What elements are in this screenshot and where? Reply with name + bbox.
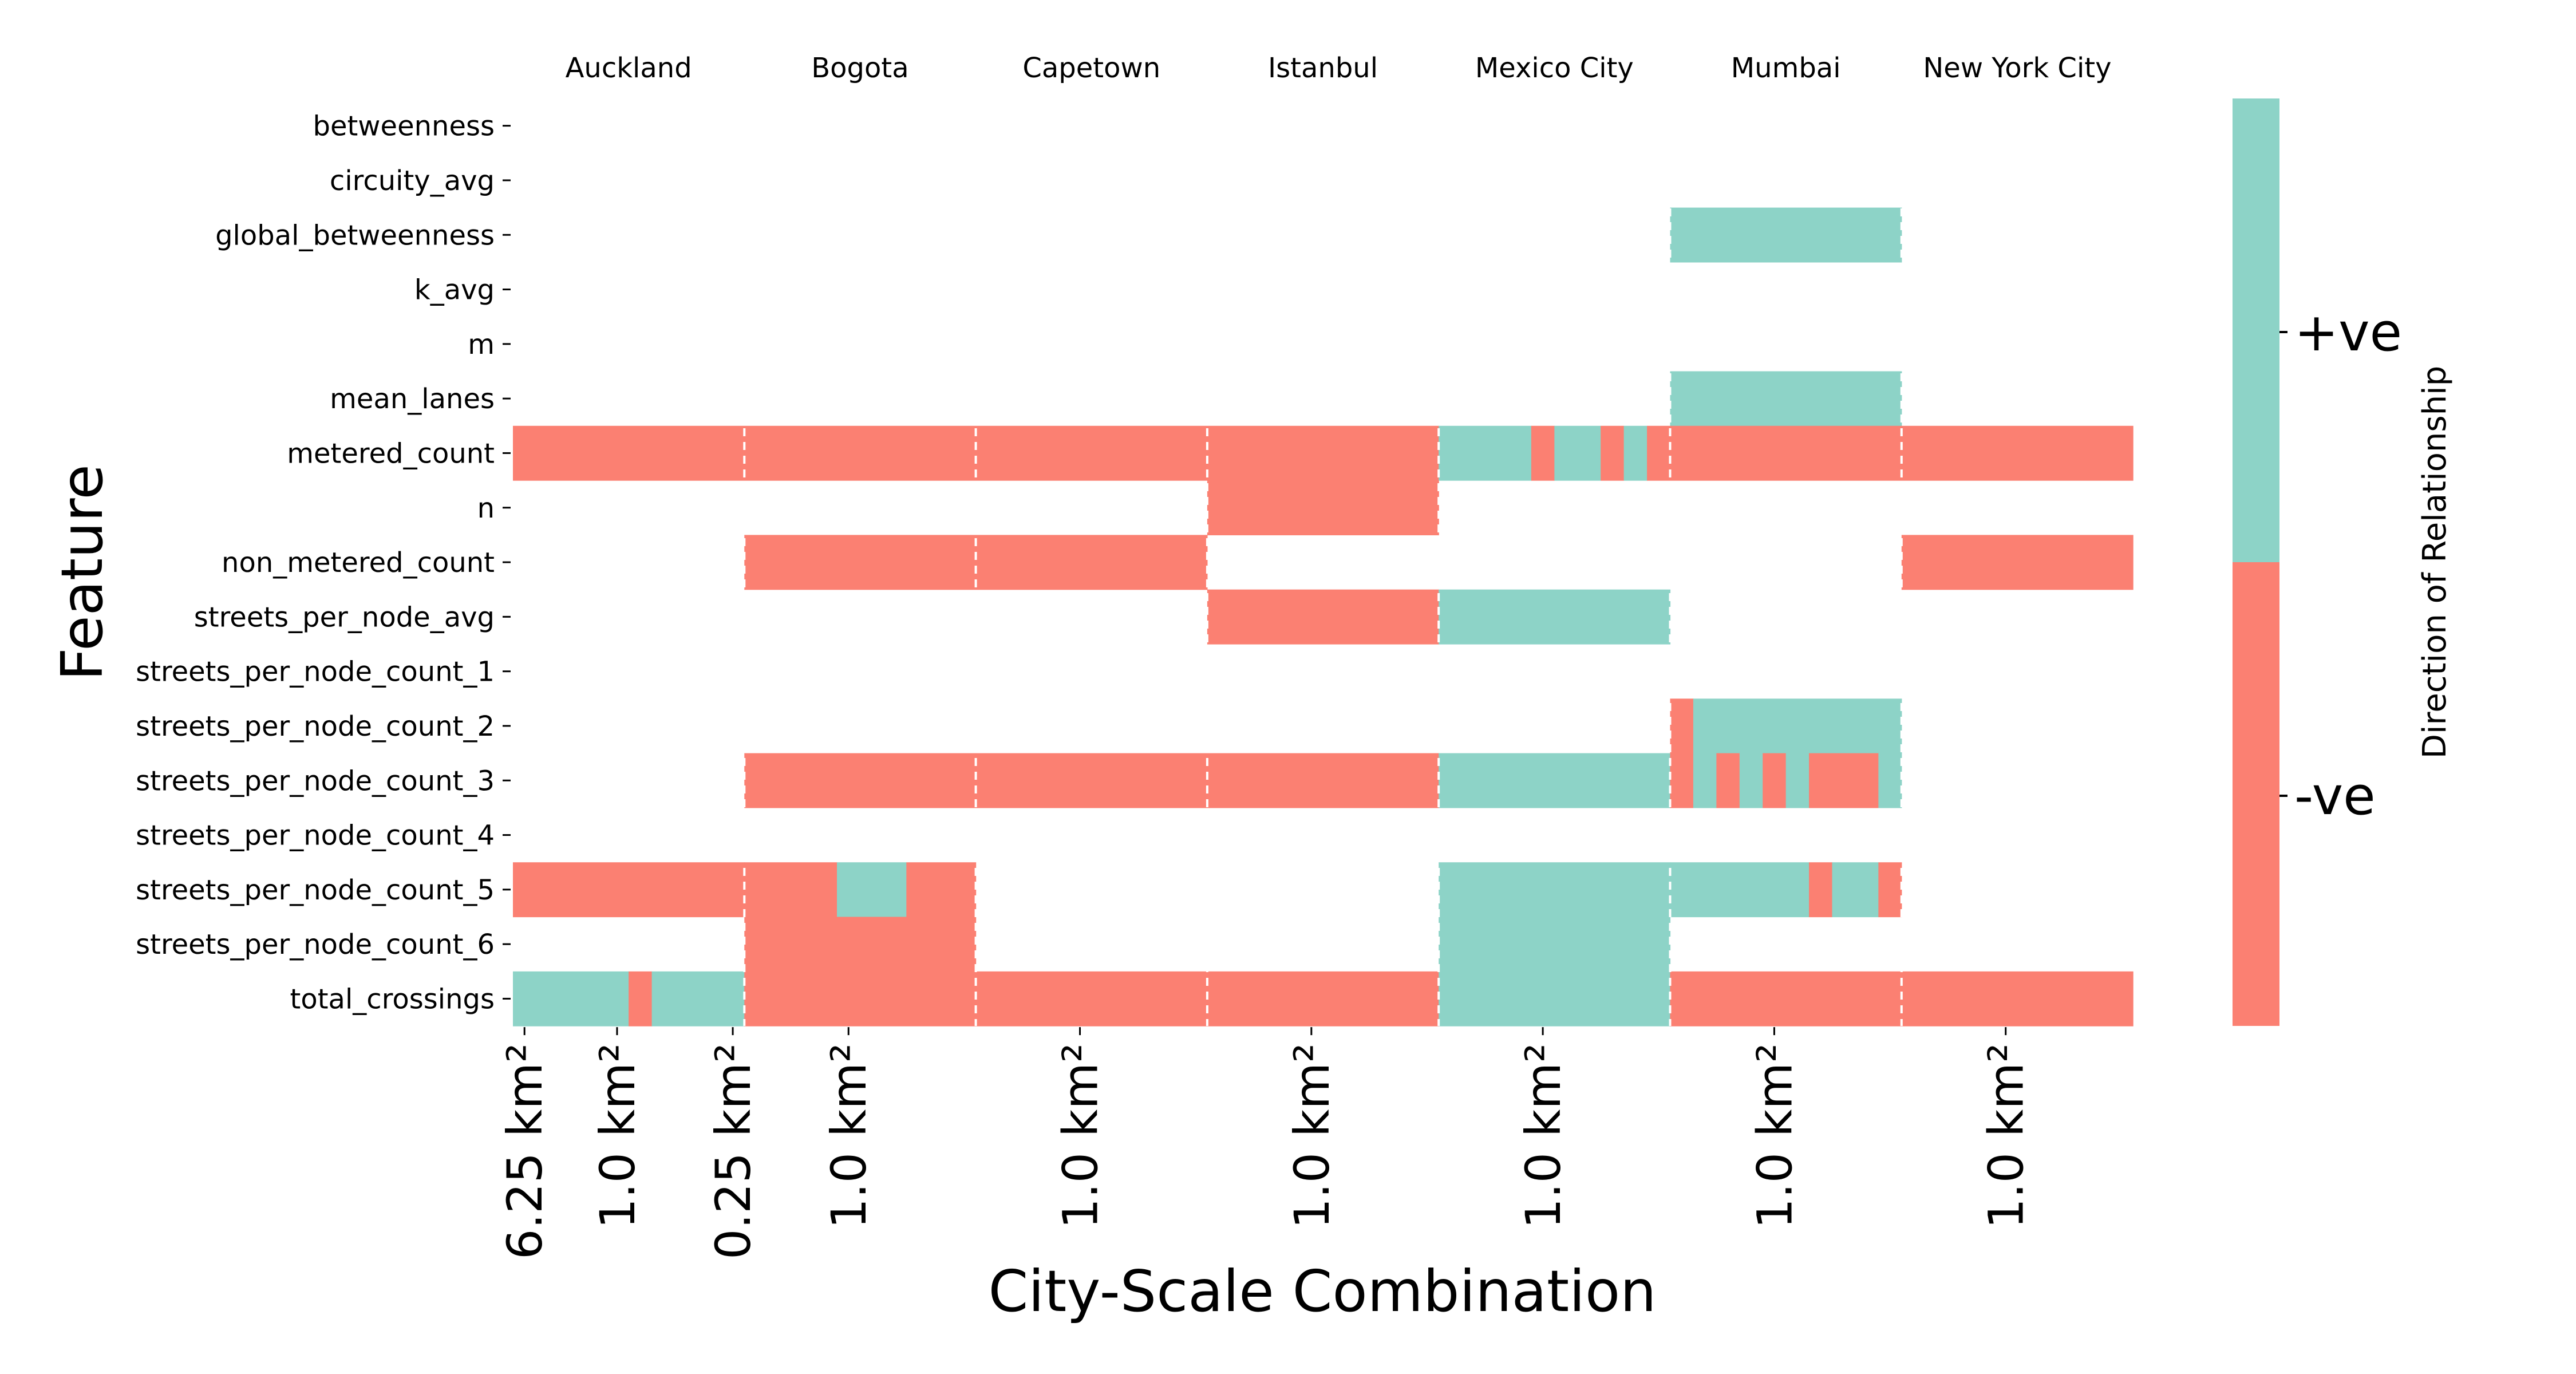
feature-label: streets_per_node_count_1 (136, 656, 495, 688)
heatmap-cell (651, 971, 745, 1026)
city-column-labels: Auckland Bogota Capetown Istanbul Mexico Cit… (566, 52, 2112, 84)
heatmap-cell (1670, 698, 1694, 754)
heatmap-cell (1439, 862, 1671, 918)
heatmap-cell (744, 753, 1439, 808)
heatmap-cell (513, 971, 629, 1026)
heatmap-cell (1693, 753, 1717, 808)
x-tick-label: 1.0 km² (1053, 1043, 1109, 1229)
heatmap-cell (513, 862, 745, 918)
feature-label: streets_per_node_count_5 (136, 874, 495, 906)
feature-label: metered_count (287, 437, 495, 469)
feature-label: streets_per_node_count_3 (136, 765, 495, 797)
feature-label: betweenness (313, 110, 495, 143)
heatmap-cell (1670, 862, 1809, 918)
heatmap-cell (1439, 971, 1671, 1026)
x-tick-label: 1.0 km² (1515, 1043, 1571, 1229)
heatmap-cell (1809, 753, 1879, 808)
heatmap-cell (1670, 207, 1902, 263)
heatmap-cell (1531, 425, 1555, 481)
feature-label: m (468, 329, 495, 361)
feature-label: k_avg (414, 274, 495, 306)
x-tick-labels: 6.25 km² 1.0 km² 0.25 km² 1.0 km² 1.0 km² 1.0… (497, 1027, 2034, 1260)
x-tick-label: 1.0 km² (821, 1043, 877, 1229)
heatmap-cell (1670, 753, 1694, 808)
feature-label: streets_per_node_avg (194, 601, 495, 633)
heatmap-cell (1809, 862, 1833, 918)
heatmap-cell (1763, 753, 1787, 808)
heatmap-cells (513, 207, 2134, 1026)
feature-label: streets_per_node_count_2 (136, 710, 495, 743)
heatmap-cell (1439, 917, 1671, 972)
city-label: Capetown (1022, 52, 1160, 84)
heatmap-cell (1878, 753, 1902, 808)
heatmap-cell (1785, 753, 1809, 808)
colorbar-tick-label-positive: +ve (2294, 302, 2402, 363)
feature-label: global_betweenness (215, 219, 495, 251)
heatmap-cell (1716, 753, 1740, 808)
feature-label: total_crossings (290, 983, 495, 1015)
x-tick-label: 1.0 km² (1284, 1043, 1340, 1229)
x-axis-title: City-Scale Combination (988, 1258, 1656, 1325)
x-tick-label: 0.25 km² (705, 1043, 761, 1260)
city-label: New York City (1923, 52, 2111, 84)
feature-label: mean_lanes (330, 383, 495, 415)
heatmap-cell (744, 862, 837, 918)
heatmap-cell (1601, 425, 1625, 481)
city-label: Auckland (566, 52, 692, 84)
heatmap-cell (1207, 480, 1439, 535)
x-tick-label: 1.0 km² (1747, 1043, 1803, 1229)
heatmap-cell (1439, 753, 1671, 808)
heatmap-cell (1832, 862, 1879, 918)
colorbar-positive-segment (2233, 98, 2279, 562)
feature-label: streets_per_node_count_6 (136, 929, 495, 961)
colorbar-label: Direction of Relationship (2416, 366, 2453, 759)
feature-label: streets_per_node_count_4 (136, 820, 495, 852)
heatmap-cell (1693, 698, 1902, 754)
city-label: Mumbai (1731, 52, 1841, 84)
heatmap-cell (744, 917, 977, 972)
city-label: Mexico City (1475, 52, 1634, 84)
feature-label: non_metered_count (222, 547, 495, 579)
heatmap-cell (1739, 753, 1763, 808)
heatmap-cell (1670, 371, 1902, 427)
heatmap-cell (837, 862, 907, 918)
heatmap-cell (1439, 589, 1671, 645)
x-tick-label: 6.25 km² (497, 1043, 553, 1260)
colorbar: +ve -ve Direction of Relationship (2233, 98, 2453, 1026)
city-label: Bogota (811, 52, 908, 84)
heatmap-cell (629, 971, 653, 1026)
x-tick-label: 1.0 km² (1978, 1043, 2034, 1229)
feature-label: n (477, 492, 495, 524)
heatmap-cell (1207, 589, 1439, 645)
feature-row-labels: betweenness circuity_avg global_betweennes… (136, 110, 511, 1015)
x-tick-label: 1.0 km² (590, 1043, 646, 1229)
heatmap-cell (1439, 425, 1532, 481)
heatmap-cell (906, 862, 977, 918)
heatmap-cell (1901, 535, 2134, 590)
heatmap-cell (1878, 862, 1902, 918)
feature-label: circuity_avg (330, 165, 495, 197)
city-separators (743, 98, 1903, 1026)
heatmap-cell (1554, 425, 1601, 481)
heatmap-cell (1623, 425, 1647, 481)
colorbar-negative-segment (2233, 562, 2279, 1026)
y-axis-title: Feature (49, 464, 116, 681)
colorbar-tick-label-negative: -ve (2294, 765, 2376, 827)
city-label: Istanbul (1268, 52, 1378, 84)
heatmap-cell (1647, 425, 2134, 481)
heatmap-cell (744, 971, 1439, 1026)
